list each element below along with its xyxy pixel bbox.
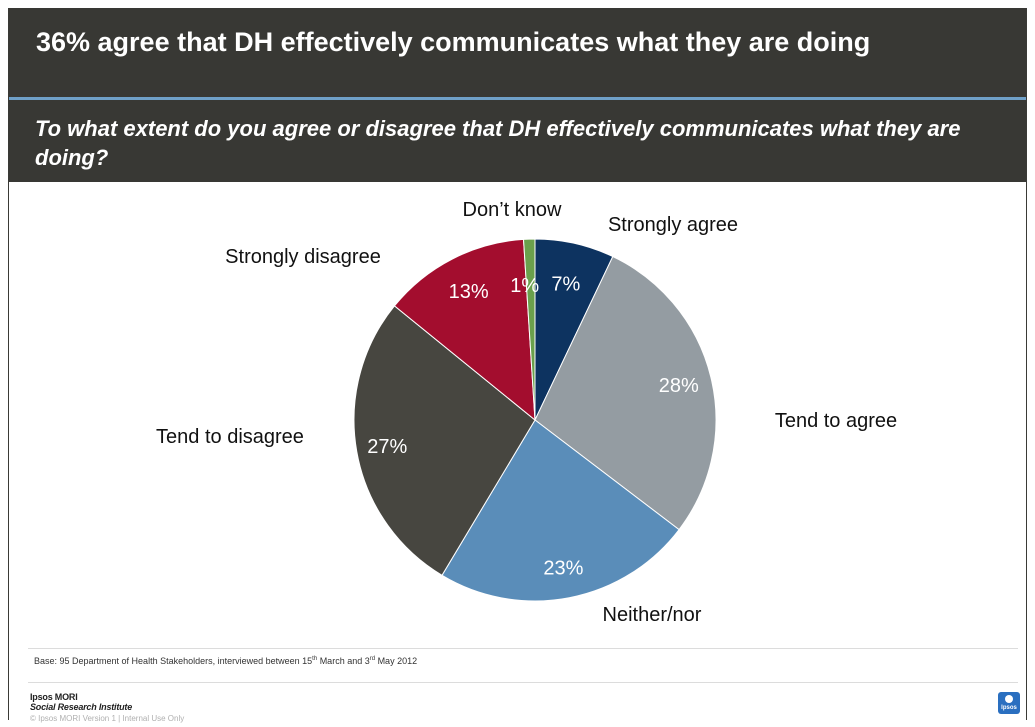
title-band: 36% agree that DH effectively communicat…: [8, 8, 1027, 97]
logo-dot: [1005, 695, 1013, 703]
category-label-3: Neither/nor: [603, 604, 702, 626]
slide-frame: [8, 8, 1027, 720]
title-divider: [8, 97, 1027, 100]
company-logo-division: Social Research Institute: [30, 702, 133, 712]
logo-word: Ipsos: [1001, 705, 1017, 711]
company-logo-name: Ipsos MORI: [30, 692, 78, 702]
ipsos-logo-icon: Ipsos: [998, 692, 1020, 714]
value-label-6: 1%: [510, 275, 539, 297]
footer-divider-bottom: [28, 682, 1018, 683]
value-label-2: 28%: [659, 375, 699, 397]
pie-slice-2: [534, 255, 717, 531]
category-label-4: Tend to disagree: [156, 426, 304, 448]
pie-slice-3: [441, 419, 680, 602]
pie-slice-4: [353, 305, 536, 576]
footer-divider-top: [28, 648, 1018, 649]
pie-slice-5: [393, 238, 536, 422]
category-label-5: Strongly disagree: [225, 246, 381, 268]
value-label-1: 7%: [551, 273, 580, 295]
value-label-3: 23%: [543, 557, 583, 579]
survey-question: To what extent do you agree or disagree …: [35, 116, 961, 170]
value-label-4: 27%: [367, 436, 407, 458]
base-note: Base: 95 Department of Health Stakeholde…: [34, 656, 418, 666]
page-title: 36% agree that DH effectively communicat…: [36, 27, 871, 57]
pie-slice-6: [522, 238, 536, 421]
value-label-5: 13%: [449, 281, 489, 303]
category-label-6: Don’t know: [463, 199, 562, 221]
question-band: To what extent do you agree or disagree …: [8, 100, 1027, 182]
copyright-note: © Ipsos MORI Version 1 | Internal Use On…: [30, 714, 185, 723]
category-label-2: Tend to agree: [775, 410, 897, 432]
category-label-1: Strongly agree: [608, 214, 738, 236]
